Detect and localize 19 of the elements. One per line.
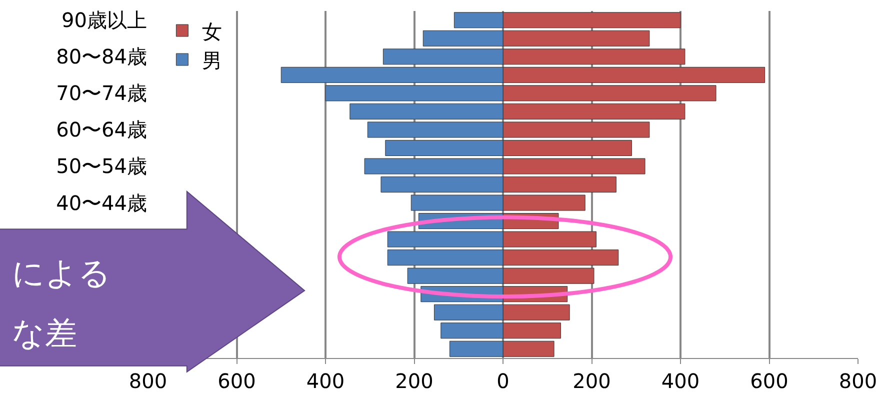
legend-label: 女 <box>202 19 222 44</box>
text: な差 <box>12 314 77 352</box>
y-tick-label: 90歳以上 <box>62 8 147 32</box>
y-tick-label: 40〜44歳 <box>56 190 147 215</box>
y-tick-label: 80〜84歳 <box>56 44 147 69</box>
text: による <box>12 254 111 292</box>
y-tick-label: 60〜64歳 <box>56 118 147 142</box>
x-tick-label: 800 <box>838 369 878 393</box>
x-tick-label: 200 <box>572 369 611 393</box>
x-tick-label: 800 <box>128 369 168 393</box>
x-tick-label: 200 <box>395 369 434 393</box>
x-tick-label: 400 <box>306 369 345 393</box>
x-tick-label: 600 <box>750 369 788 393</box>
x-tick-label: 0 <box>496 369 510 393</box>
y-tick-label: 50〜54歳 <box>56 154 147 178</box>
x-tick-label: 600 <box>218 369 256 393</box>
legend-label: 男 <box>202 48 222 72</box>
y-tick-label: 70〜74歳 <box>56 81 147 106</box>
x-tick-label: 400 <box>661 369 700 393</box>
